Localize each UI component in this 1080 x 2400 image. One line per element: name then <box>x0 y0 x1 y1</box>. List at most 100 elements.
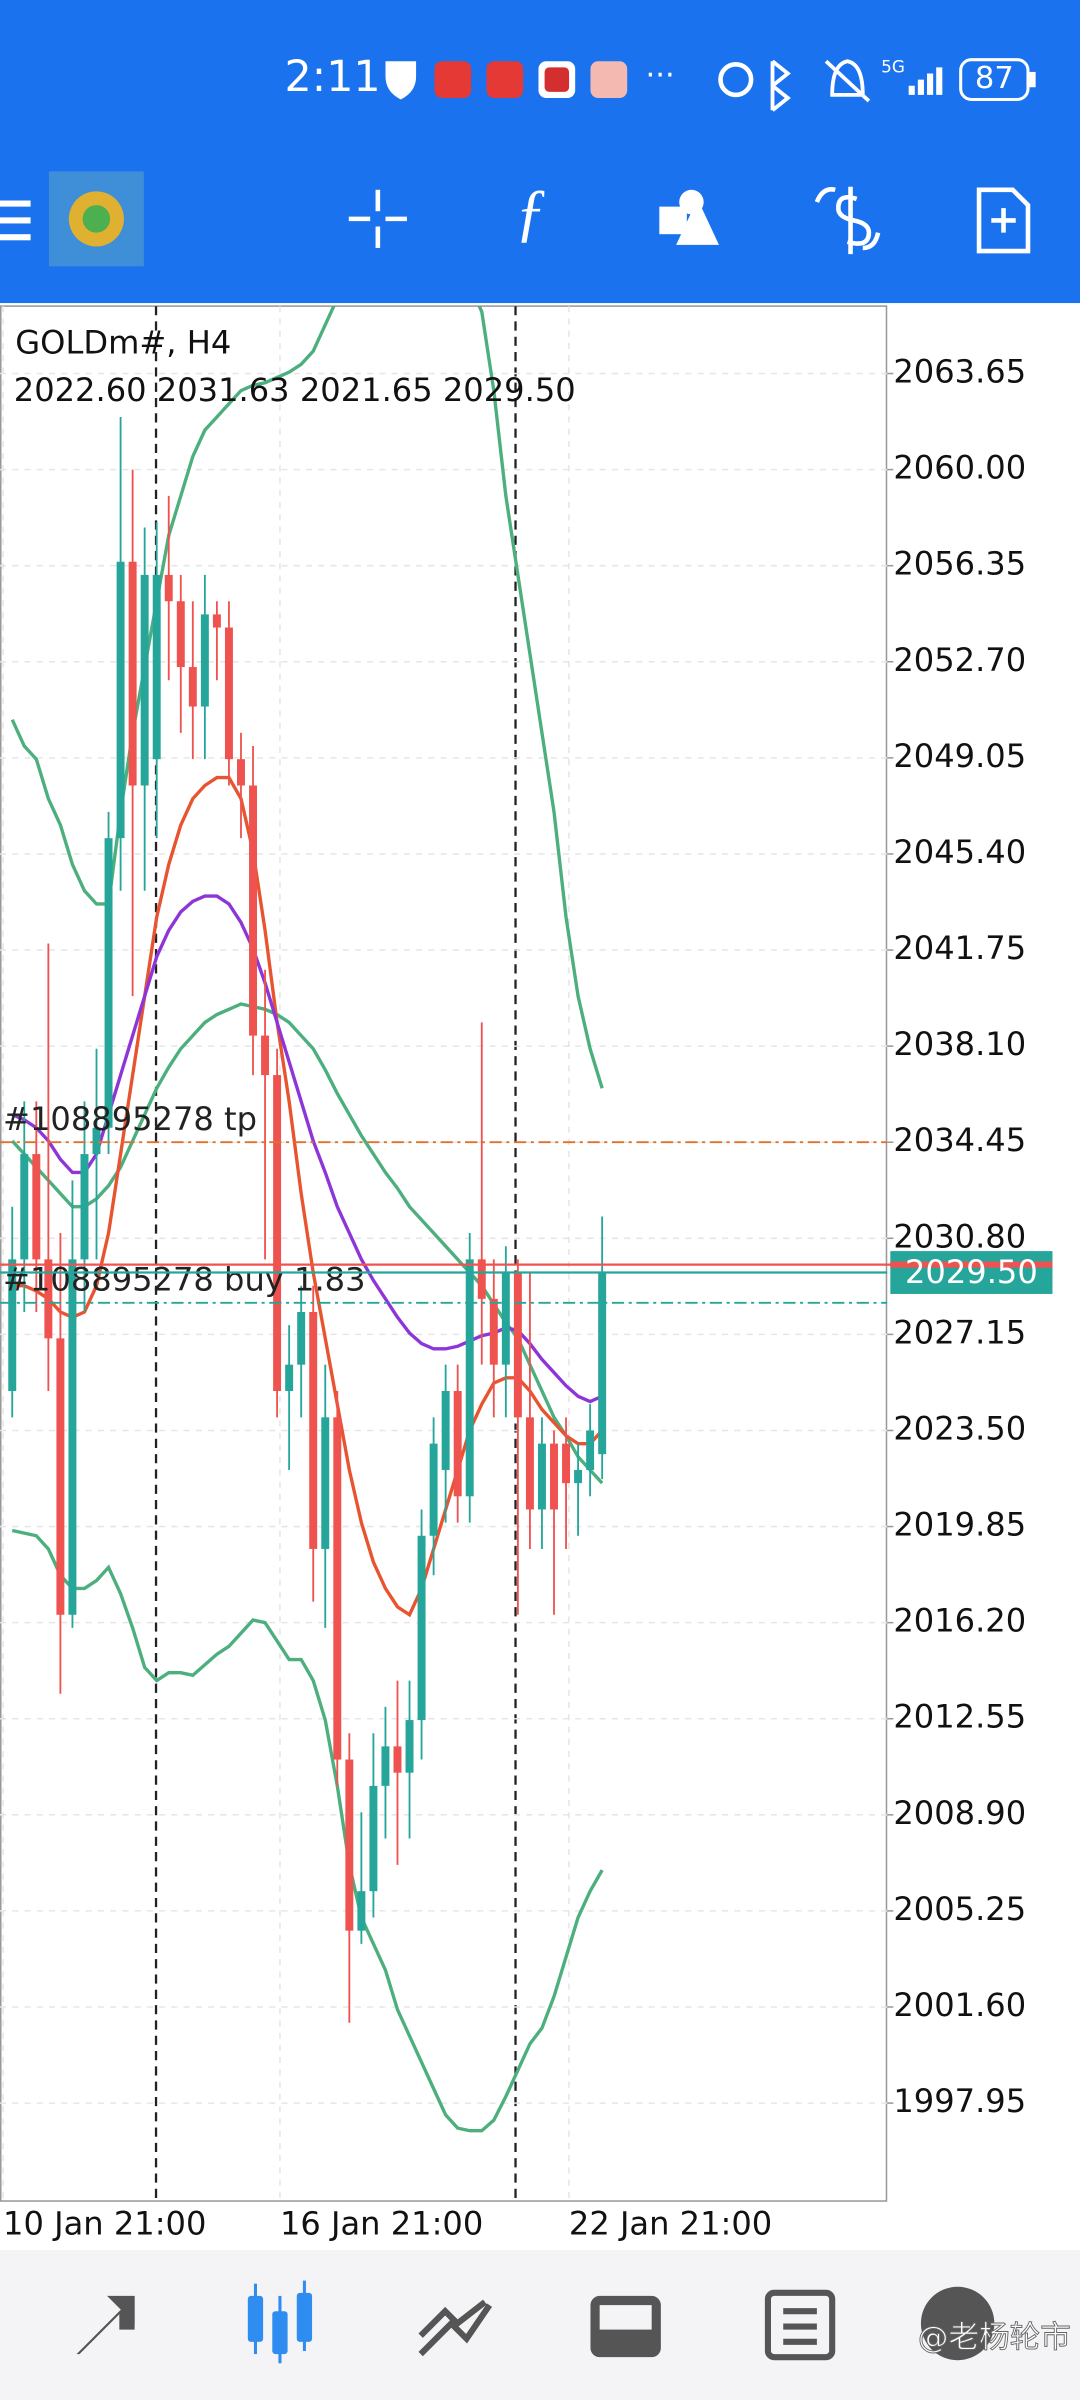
candle-body <box>297 1312 306 1365</box>
candle-body <box>92 1127 101 1155</box>
candle-body <box>513 1272 522 1418</box>
candle-body <box>152 574 161 760</box>
candle-body <box>104 838 113 1128</box>
y-tick-label: 2049.05 <box>893 737 1026 775</box>
candle-body <box>501 1272 510 1365</box>
candle-body <box>237 759 245 786</box>
candle-body <box>453 1390 462 1497</box>
y-tick-label: 2016.20 <box>893 1602 1026 1640</box>
x-tick-label: 22 Jan 21:00 <box>569 2205 772 2243</box>
candle-body <box>285 1364 294 1391</box>
bid-price-label: 2029.50 <box>905 1253 1038 1291</box>
y-tick-label: 2005.25 <box>893 1890 1026 1928</box>
y-tick-label: 2045.40 <box>893 833 1026 871</box>
y-tick-label: 2052.70 <box>893 641 1026 679</box>
y-tick-label: 2001.60 <box>893 1986 1026 2024</box>
candle-body <box>417 1535 426 1721</box>
ohlc-quote: 2022.60 2031.63 2021.65 2029.50 <box>14 371 576 409</box>
y-tick-label: 2008.90 <box>893 1794 1026 1832</box>
quote-value: 2031.63 <box>157 371 290 409</box>
quotes-tab[interactable] <box>76 2295 135 2355</box>
candle-body <box>537 1443 546 1510</box>
candle-body <box>429 1443 438 1536</box>
history-tab[interactable] <box>590 2295 661 2358</box>
objects-button[interactable] <box>659 189 719 245</box>
trade-button[interactable] <box>814 186 881 255</box>
candle-body <box>441 1390 450 1470</box>
new-order-button[interactable] <box>976 187 1031 254</box>
y-tick-label: 2012.55 <box>893 1698 1026 1736</box>
crosshair-button[interactable] <box>348 189 407 248</box>
y-tick-label: 2060.00 <box>893 449 1026 487</box>
candle-body <box>489 1298 498 1365</box>
candle-body <box>68 1259 77 1615</box>
news-tab[interactable] <box>764 2289 836 2361</box>
candle-body <box>369 1785 378 1892</box>
candle-body <box>465 1259 474 1497</box>
candle-body <box>200 614 209 707</box>
y-tick-label: 2034.45 <box>893 1121 1026 1159</box>
candle-body <box>176 601 185 668</box>
candle-body <box>309 1312 318 1549</box>
candle-body <box>128 561 137 786</box>
y-tick-label: 2038.10 <box>893 1025 1026 1063</box>
candle-body <box>32 1154 41 1260</box>
indicator-line <box>12 775 604 1618</box>
y-tick-label: 2023.50 <box>893 1409 1026 1447</box>
x-tick-label: 10 Jan 21:00 <box>3 2205 206 2243</box>
x-tick-label: 16 Jan 21:00 <box>280 2205 483 2243</box>
candle-body <box>598 1272 607 1455</box>
y-tick-label: 2027.15 <box>893 1313 1026 1351</box>
status-time: 2:11 <box>285 52 381 102</box>
svg-text:5G: 5G <box>881 56 905 76</box>
app-bar <box>0 0 1080 304</box>
order-label: #108895278 tp <box>3 1100 257 1138</box>
y-tick-label: 2030.80 <box>893 1217 1026 1255</box>
indicators-button[interactable]: ƒ <box>515 177 547 248</box>
candle-body <box>586 1430 595 1470</box>
candle-body <box>20 1154 29 1260</box>
y-tick-label: 2056.35 <box>893 545 1026 583</box>
candle-body <box>116 561 125 839</box>
candle-body <box>56 1338 65 1615</box>
candle-body <box>345 1759 354 1931</box>
candle-body <box>381 1746 390 1786</box>
y-tick-label: 1997.95 <box>893 2082 1026 2120</box>
candle-body <box>8 1259 17 1391</box>
ask-price-edge <box>890 1261 1053 1268</box>
bottom-nav <box>0 2250 1080 2400</box>
indicator-line <box>11 1528 604 2133</box>
candle-body <box>273 1075 282 1391</box>
symbol-label: GOLDm#, H4 <box>15 323 231 361</box>
notification-icons: ··· 5G <box>385 56 1036 112</box>
quote-value: 2029.50 <box>443 371 576 409</box>
chart-tab[interactable] <box>247 2280 313 2364</box>
candle-body <box>393 1746 402 1773</box>
candle-body <box>405 1720 414 1773</box>
candle-body <box>321 1417 330 1549</box>
candle-body <box>357 1891 366 1931</box>
candle-body <box>574 1469 583 1484</box>
candle-body <box>212 614 221 628</box>
watermark: @老杨轮市 <box>918 2320 1071 2355</box>
bid-price-box <box>890 1251 1053 1294</box>
menu-button[interactable] <box>0 200 31 241</box>
plot-area <box>0 306 888 2202</box>
messages-tab[interactable] <box>920 2286 995 2361</box>
y-tick-label: 2019.85 <box>893 1506 1026 1544</box>
y-tick-label: 2041.75 <box>893 929 1026 967</box>
candle-body <box>44 1259 53 1339</box>
candle-body <box>562 1443 571 1484</box>
candle-body <box>333 1417 342 1760</box>
candle-body <box>140 574 149 786</box>
svg-text:···: ··· <box>646 58 675 93</box>
order-label: #108895278 buy 1.83 <box>3 1260 365 1298</box>
app-icon[interactable] <box>48 171 144 267</box>
trade-tab[interactable] <box>418 2299 493 2357</box>
quote-value: 2021.65 <box>300 371 433 409</box>
candle-body <box>164 574 173 602</box>
candle-body <box>188 667 197 707</box>
candle-body <box>525 1417 534 1510</box>
